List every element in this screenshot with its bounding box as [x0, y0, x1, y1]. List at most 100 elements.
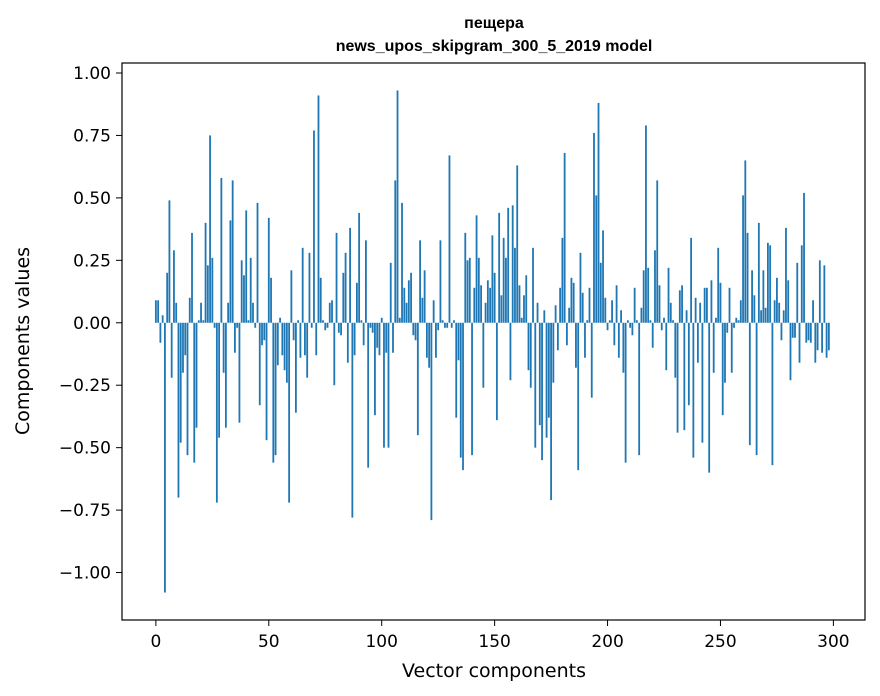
bar-184: [570, 277, 573, 323]
bar-65: [301, 247, 304, 323]
bar-179: [559, 287, 562, 323]
bar-166: [529, 322, 532, 388]
bar-60: [290, 270, 293, 323]
bar-191: [586, 320, 589, 323]
bar-74: [322, 320, 324, 323]
bar-0: [154, 300, 157, 323]
bar-56: [281, 322, 284, 356]
bar-52: [272, 322, 275, 463]
bar-264: [751, 270, 753, 323]
bar-260: [742, 195, 744, 323]
bar-143: [477, 257, 480, 323]
bar-101: [383, 322, 385, 448]
bar-194: [593, 132, 595, 323]
y-tick-label: 0.75: [73, 126, 111, 146]
bar-46: [258, 322, 261, 406]
bar-18: [195, 322, 198, 428]
bar-12: [182, 322, 184, 373]
bar-213: [636, 320, 638, 323]
bar-76: [326, 322, 329, 328]
bar-73: [319, 277, 322, 323]
bar-261: [744, 160, 747, 323]
bar-69: [310, 322, 313, 328]
bar-163: [523, 295, 525, 323]
bar-4: [164, 322, 166, 593]
bar-215: [640, 307, 643, 323]
bar-137: [464, 232, 467, 323]
bar-57: [283, 322, 286, 371]
bar-250: [719, 282, 722, 323]
bar-102: [385, 322, 388, 353]
bar-190: [584, 322, 586, 358]
bar-158: [511, 205, 514, 323]
bar-199: [604, 297, 607, 323]
bar-297: [825, 322, 828, 358]
bar-229: [672, 320, 674, 323]
y-axis-label: Components values: [12, 247, 34, 435]
bar-59: [288, 322, 291, 503]
bar-214: [638, 322, 641, 456]
bar-91: [360, 320, 363, 323]
bar-251: [721, 322, 724, 416]
bar-55: [279, 317, 281, 323]
bar-294: [818, 260, 821, 323]
bar-79: [333, 322, 336, 386]
bar-227: [667, 267, 670, 323]
bar-70: [313, 130, 315, 323]
chart-title-line1: пещера: [464, 15, 524, 32]
bar-78: [331, 300, 333, 323]
bar-142: [475, 215, 478, 323]
bar-244: [706, 287, 708, 323]
bar-93: [365, 240, 367, 323]
bar-67: [306, 322, 309, 378]
bar-80: [335, 232, 338, 323]
bar-221: [654, 250, 656, 323]
bar-14: [186, 322, 189, 456]
x-tick-label: 150: [478, 632, 510, 652]
bar-223: [658, 285, 661, 323]
bar-27: [215, 322, 218, 503]
bar-77: [328, 302, 331, 323]
y-tick-label: 1.00: [73, 64, 111, 84]
bar-210: [629, 322, 632, 328]
bar-51: [270, 277, 272, 323]
bar-254: [728, 287, 731, 323]
bar-204: [615, 285, 618, 323]
bar-259: [739, 300, 742, 323]
bar-188: [579, 252, 582, 323]
bar-266: [755, 322, 758, 456]
y-axis-ticks: −1.00 −0.75 −0.50 −0.25 0.00 0.25 0.50 0.75 1.00: [59, 64, 122, 584]
bar-95: [369, 322, 372, 328]
bar-272: [769, 245, 772, 323]
bar-28: [218, 322, 221, 438]
bar-283: [794, 322, 796, 338]
bar-42: [249, 257, 252, 323]
bar-208: [624, 322, 627, 463]
bar-146: [484, 302, 487, 323]
bar-271: [766, 242, 769, 323]
bar-139: [468, 257, 471, 323]
bar-256: [733, 322, 735, 328]
bar-289: [807, 322, 810, 341]
bar-160: [516, 165, 519, 323]
bar-265: [753, 295, 756, 323]
bar-109: [401, 202, 403, 323]
bar-148: [489, 287, 492, 323]
bar-243: [703, 287, 706, 323]
y-tick-label: 0.25: [73, 251, 111, 271]
bar-197: [599, 262, 602, 323]
bar-255: [730, 322, 733, 373]
bar-217: [645, 125, 647, 323]
bar-40: [245, 210, 248, 323]
bar-268: [760, 310, 763, 323]
bar-196: [597, 102, 600, 323]
bar-106: [394, 180, 397, 323]
bar-282: [791, 322, 794, 338]
bar-72: [317, 95, 320, 323]
bar-61: [292, 322, 295, 341]
bar-16: [191, 232, 193, 323]
bar-126: [439, 240, 442, 323]
bar-150: [493, 272, 496, 323]
bar-232: [678, 290, 681, 323]
